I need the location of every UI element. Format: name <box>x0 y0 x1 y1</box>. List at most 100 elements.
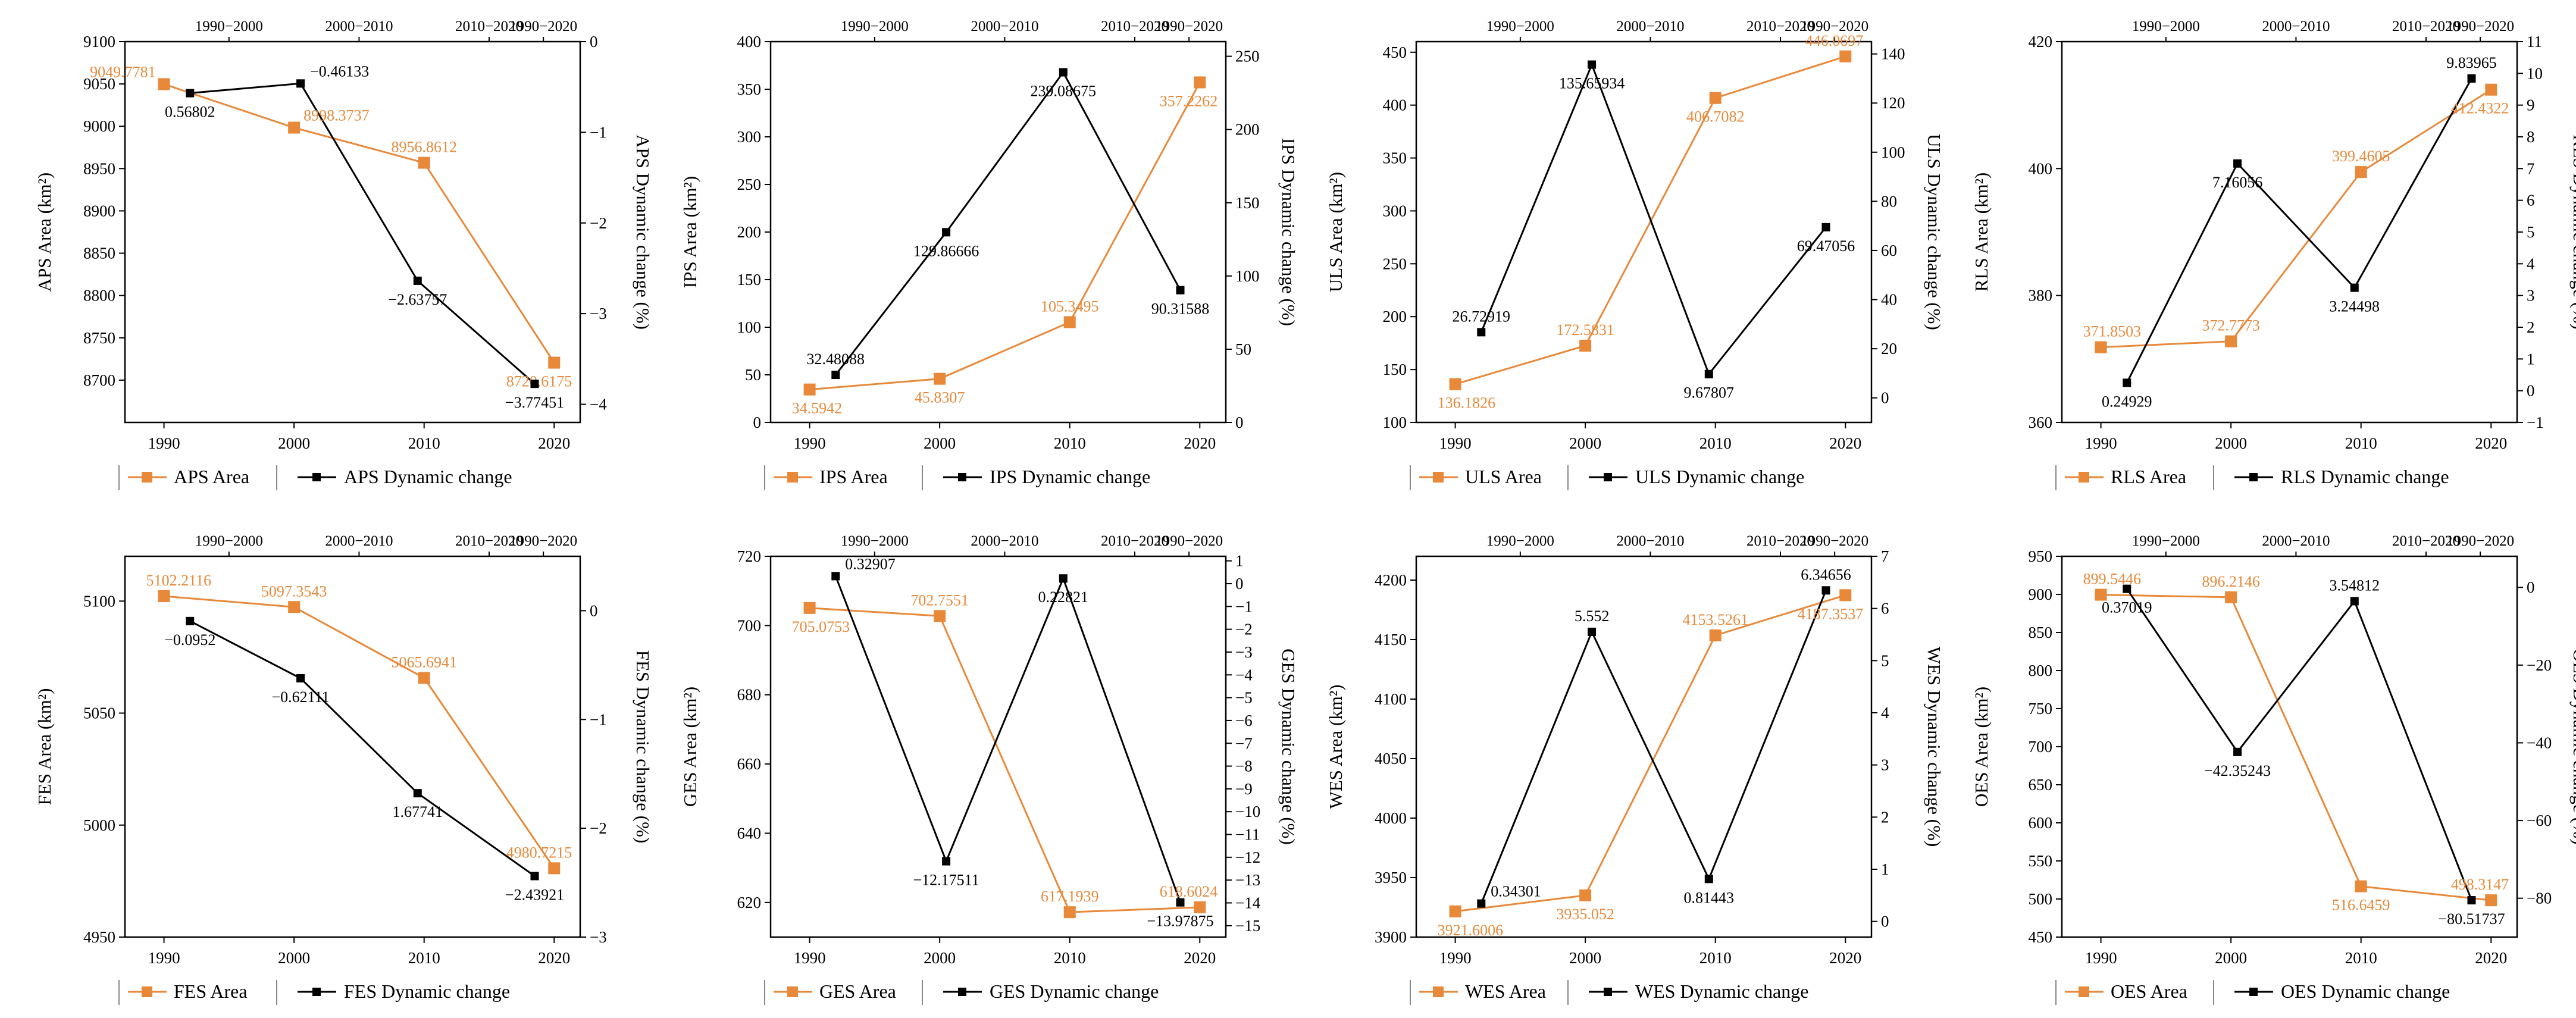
x-tick-label: 2010 <box>408 434 440 452</box>
y-tick-label: 720 <box>737 547 762 565</box>
legend-dynamic-label: GES Dynamic change <box>990 981 1159 1002</box>
area-point <box>2355 166 2367 178</box>
area-point <box>1709 92 1721 104</box>
y-tick-label: 950 <box>2029 547 2053 565</box>
y2-tick-label: 140 <box>1881 45 1905 63</box>
y-tick-label: 5000 <box>83 816 115 834</box>
x-tick-label: 2010 <box>2345 434 2377 452</box>
y-tick-label: 420 <box>2029 33 2053 51</box>
area-series-line <box>809 82 1201 391</box>
y-tick-label: 4200 <box>1375 571 1407 589</box>
dynamic-data-label: 5.552 <box>1575 607 1610 625</box>
plot-frame <box>2061 40 2518 424</box>
area-point <box>1063 906 1076 919</box>
top-tick-label: 1990−2000 <box>841 533 909 549</box>
area-data-label: 5065.6941 <box>391 653 457 671</box>
y2-axis-title: WES Dynamic change (%) <box>1924 647 1945 847</box>
y2-tick-label: 0 <box>2527 382 2535 400</box>
dynamic-point <box>1704 875 1713 884</box>
plot-frame <box>124 555 581 938</box>
area-data-label: 8998.3737 <box>303 107 369 124</box>
area-data-label: 3921.6006 <box>1438 922 1504 939</box>
dynamic-series-line <box>190 82 536 385</box>
area-series-line <box>164 595 555 869</box>
dynamic-data-label: 239.08675 <box>1031 82 1097 99</box>
dynamic-point <box>530 380 539 389</box>
y-axis-title: RLS Area (km²) <box>1971 173 1992 292</box>
dynamic-data-label: 6.34656 <box>1801 566 1851 583</box>
top-tick-label: 1990−2020 <box>2446 18 2514 35</box>
y2-axis-title: ULS Dynamic change (%) <box>1924 134 1945 330</box>
legend-dynamic-label: FES Dynamic change <box>344 981 510 1002</box>
top-tick-label: 1990−2000 <box>2132 533 2200 549</box>
y2-tick-label: 8 <box>2527 128 2535 146</box>
y2-tick-label: 3 <box>2527 287 2535 305</box>
y2-tick-label: −8 <box>1235 757 1253 775</box>
y2-tick-label: 4 <box>2527 255 2535 272</box>
y-tick-label: 150 <box>737 271 762 289</box>
area-series-line <box>809 607 1200 913</box>
area-data-label: 371.8503 <box>2083 323 2142 340</box>
x-tick-label: 2020 <box>2475 949 2507 967</box>
y2-tick-label: 5 <box>1881 651 1889 669</box>
y2-tick-label: 60 <box>1881 242 1897 259</box>
y-tick-label: 660 <box>737 755 762 773</box>
legend-dynamic-label: RLS Dynamic change <box>2281 466 2449 487</box>
legend-dynamic-marker <box>312 988 321 996</box>
y2-tick-label: −12 <box>1235 848 1260 866</box>
y2-tick-label: −3 <box>1235 643 1253 661</box>
area-point <box>288 601 301 613</box>
y-tick-label: 900 <box>2029 585 2053 603</box>
top-tick-label: 2000−2010 <box>325 18 393 35</box>
x-tick-label: 2020 <box>1184 949 1216 967</box>
area-point <box>1839 589 1852 602</box>
y-tick-label: 640 <box>737 824 762 842</box>
y2-tick-label: 0 <box>1881 389 1889 407</box>
area-point <box>2485 894 2497 907</box>
chart-panel-oes: 450 500 550 600 650 700 750 800 850 900 950 −80 −60 −… <box>1971 533 2576 1005</box>
y2-tick-label: 80 <box>1881 192 1897 210</box>
top-tick-label: 2010−2020 <box>2392 533 2460 549</box>
area-point <box>934 610 946 622</box>
area-data-label: 899.5446 <box>2083 571 2142 588</box>
dynamic-data-label: −2.63757 <box>388 291 447 308</box>
top-tick-label: 1990−2000 <box>195 533 263 549</box>
y2-tick-label: −5 <box>1235 689 1253 707</box>
y-tick-label: 8700 <box>83 371 115 389</box>
dynamic-point <box>831 572 840 581</box>
x-tick-label: 2010 <box>1699 434 1732 452</box>
y-tick-label: 650 <box>2029 776 2053 794</box>
area-data-label: 498.3147 <box>2451 876 2509 893</box>
dynamic-data-label: 129.86666 <box>913 242 979 259</box>
y2-tick-label: −6 <box>1235 712 1253 729</box>
x-tick-label: 1990 <box>2085 434 2117 452</box>
dynamic-point <box>2233 159 2242 168</box>
y2-tick-label: 4 <box>1881 704 1889 722</box>
top-tick-label: 2010−2020 <box>1101 18 1169 35</box>
y-tick-label: 4050 <box>1375 750 1407 768</box>
y-tick-label: 250 <box>737 176 762 193</box>
dynamic-data-label: −3.77451 <box>505 394 564 411</box>
dynamic-point <box>1588 60 1597 69</box>
x-tick-label: 2020 <box>1184 434 1216 452</box>
top-tick-label: 2000−2010 <box>1616 533 1684 549</box>
dynamic-point <box>2350 597 2359 606</box>
top-tick-label: 1990−2000 <box>195 18 263 35</box>
area-data-label: 4153.5261 <box>1682 611 1748 628</box>
area-data-label: 516.6459 <box>2332 897 2390 914</box>
legend-dynamic-marker <box>1604 988 1612 996</box>
x-tick-label: 2010 <box>1699 949 1732 967</box>
x-tick-label: 2020 <box>1829 434 1861 452</box>
y2-tick-label: 50 <box>1235 340 1251 358</box>
y2-tick-label: −15 <box>1235 917 1260 935</box>
dynamic-data-label: −2.43921 <box>505 886 564 903</box>
y2-tick-label: −2 <box>1235 621 1253 638</box>
y-tick-label: 450 <box>2029 928 2053 946</box>
plot-frame <box>769 555 1227 938</box>
y-tick-label: 5100 <box>83 592 115 610</box>
dynamic-series-line <box>835 70 1181 375</box>
dynamic-point <box>2123 378 2131 387</box>
x-tick-label: 2000 <box>924 434 956 452</box>
dynamic-data-label: 0.22821 <box>1038 588 1089 606</box>
